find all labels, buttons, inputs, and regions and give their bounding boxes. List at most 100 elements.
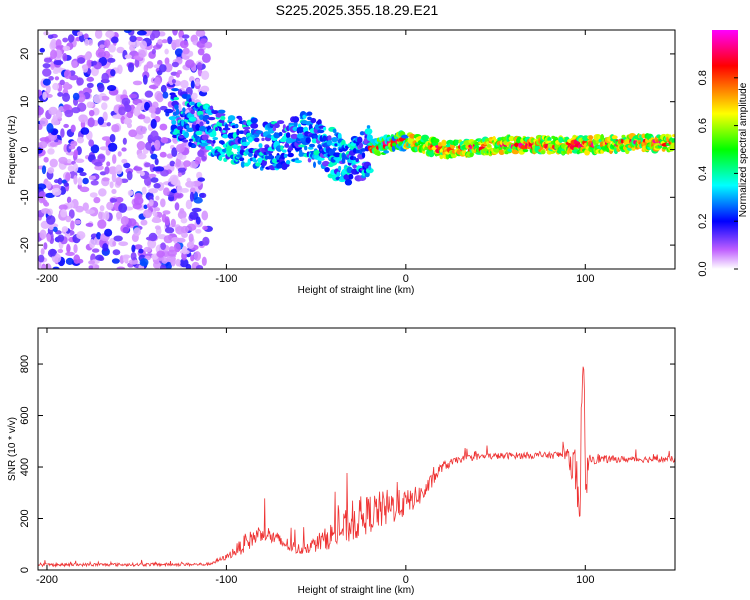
- spectrogram-cell: [68, 209, 75, 219]
- spectrogram-cell: [173, 242, 181, 253]
- spectrogram-cell: [123, 30, 132, 34]
- spectrogram-cell: [43, 31, 50, 36]
- spectrogram-cell: [175, 108, 180, 115]
- spectrogram-cell: [156, 250, 165, 258]
- spectrogram-cell: [190, 254, 195, 262]
- spectrogram-cell: [152, 216, 161, 223]
- spectrogram-cell: [122, 254, 131, 259]
- spectrogram-cell: [159, 105, 168, 111]
- spectrogram-cell: [179, 207, 185, 214]
- spectrogram-cell: [121, 158, 128, 164]
- spectrogram-cell: [83, 33, 89, 39]
- spectrogram-cell: [73, 243, 78, 254]
- spectrogram-cell: [248, 152, 253, 158]
- spectrogram-cell: [55, 109, 63, 119]
- spectrogram-cell: [173, 96, 180, 101]
- spectrogram-cell: [135, 125, 146, 135]
- spectrogram-cell: [401, 134, 409, 139]
- spectrogram-cell: [162, 91, 169, 99]
- spectrogram-cell: [185, 199, 193, 210]
- spectrogram-cell: [52, 226, 58, 232]
- spectrogram-cell: [211, 129, 217, 137]
- spectrogram-cell: [166, 153, 174, 159]
- spectrogram-cell: [109, 133, 116, 143]
- spectrogram-cell: [127, 218, 137, 227]
- spectrogram-cell: [160, 169, 169, 177]
- spectrogram-cell: [278, 131, 283, 137]
- spectrogram-cell: [71, 60, 78, 69]
- spectrogram-cell: [171, 78, 176, 84]
- spectrogram-cell: [365, 167, 374, 174]
- spectrogram-cell: [290, 133, 299, 140]
- spectrogram-cell: [72, 163, 79, 173]
- colorbar-ticks: 0.0 0.2 0.4 0.6 0.8: [697, 70, 738, 277]
- spectrogram-cell: [197, 177, 206, 182]
- spectrogram-cell: [160, 137, 169, 144]
- spectrogram-cell: [355, 158, 359, 163]
- spectrogram-cell: [60, 208, 68, 218]
- spectrogram-cell: [128, 259, 139, 265]
- spectrogram-cell: [99, 205, 105, 212]
- spectrogram-cell: [59, 79, 65, 86]
- spectrogram-cell: [99, 44, 105, 49]
- spectrogram-cell: [85, 222, 94, 227]
- spectrogram-cell: [670, 142, 675, 150]
- snr-ticks: -200 -100 0 100 0 200 400 600 800: [19, 328, 675, 586]
- spectrogram-cell: [38, 254, 45, 263]
- spectrogram-cell: [148, 188, 159, 194]
- snr-series-line: [38, 366, 675, 568]
- spectrogram-cell: [302, 114, 307, 119]
- spectrogram-cell: [53, 60, 64, 66]
- spectrogram-cell: [201, 210, 209, 221]
- spectrogram-cell: [201, 256, 207, 267]
- spectrogram-cell: [107, 142, 118, 152]
- snr-xtick-label: -100: [215, 574, 237, 586]
- spectrogram-cell: [348, 173, 354, 180]
- spectrogram-cell: [47, 148, 55, 155]
- spectrogram-cell: [127, 189, 134, 197]
- spectrogram-cell: [250, 122, 259, 129]
- spectrogram-cell: [185, 59, 195, 69]
- spectrogram-cell: [108, 166, 118, 175]
- spectrogram-cell: [641, 133, 646, 139]
- spectrogram-cell: [160, 198, 166, 208]
- spectrogram-cell: [176, 237, 186, 243]
- spectrogram-cell: [64, 109, 74, 118]
- spectrogram-cell: [55, 45, 63, 51]
- spectrogram-cell: [94, 30, 103, 39]
- spectrogram-cell: [486, 143, 492, 148]
- spectrogram-cell: [102, 111, 108, 122]
- spectrogram-cell: [49, 158, 58, 168]
- spectrogram-cell: [101, 102, 108, 111]
- spectrogram-cell: [101, 136, 112, 141]
- spectrogram-cell: [118, 241, 129, 247]
- spectrogram-cell: [52, 266, 60, 269]
- spectrogram-cell: [154, 225, 161, 230]
- spectrogram-cell: [112, 249, 121, 256]
- spectrogram-cell: [101, 177, 110, 182]
- spectrogram-cell: [152, 211, 158, 217]
- spectrogram-cell: [280, 145, 284, 151]
- spectrogram-cell: [181, 232, 188, 238]
- chart-title: S225.2025.355.18.29.E21: [276, 2, 439, 18]
- spectrogram-cell: [129, 93, 138, 99]
- spectrogram-cell: [181, 139, 189, 143]
- spectrogram-cell: [671, 138, 675, 144]
- colorbar: 0.0 0.2 0.4 0.6 0.8 Normalized spectral ampl…: [697, 30, 749, 277]
- spectrogram-cell: [95, 254, 104, 261]
- spectrogram-cell: [45, 84, 51, 94]
- spectrogram-cell: [310, 117, 317, 124]
- spectrogram-xtick-label: 0: [403, 273, 409, 285]
- spectrogram-cell: [46, 215, 56, 225]
- spectrogram-cell: [150, 177, 159, 183]
- spectrogram-cell: [68, 74, 79, 81]
- spectrogram-cell: [175, 258, 181, 267]
- spectrogram-cell: [336, 171, 341, 177]
- spectrogram-cell: [97, 83, 105, 93]
- spectrogram-cell: [145, 236, 155, 241]
- spectrogram-cell: [42, 63, 51, 69]
- spectrogram-cell: [150, 112, 157, 119]
- spectrogram-cell: [106, 161, 111, 167]
- spectrogram-cell: [57, 234, 65, 242]
- spectrogram-cell: [57, 92, 64, 97]
